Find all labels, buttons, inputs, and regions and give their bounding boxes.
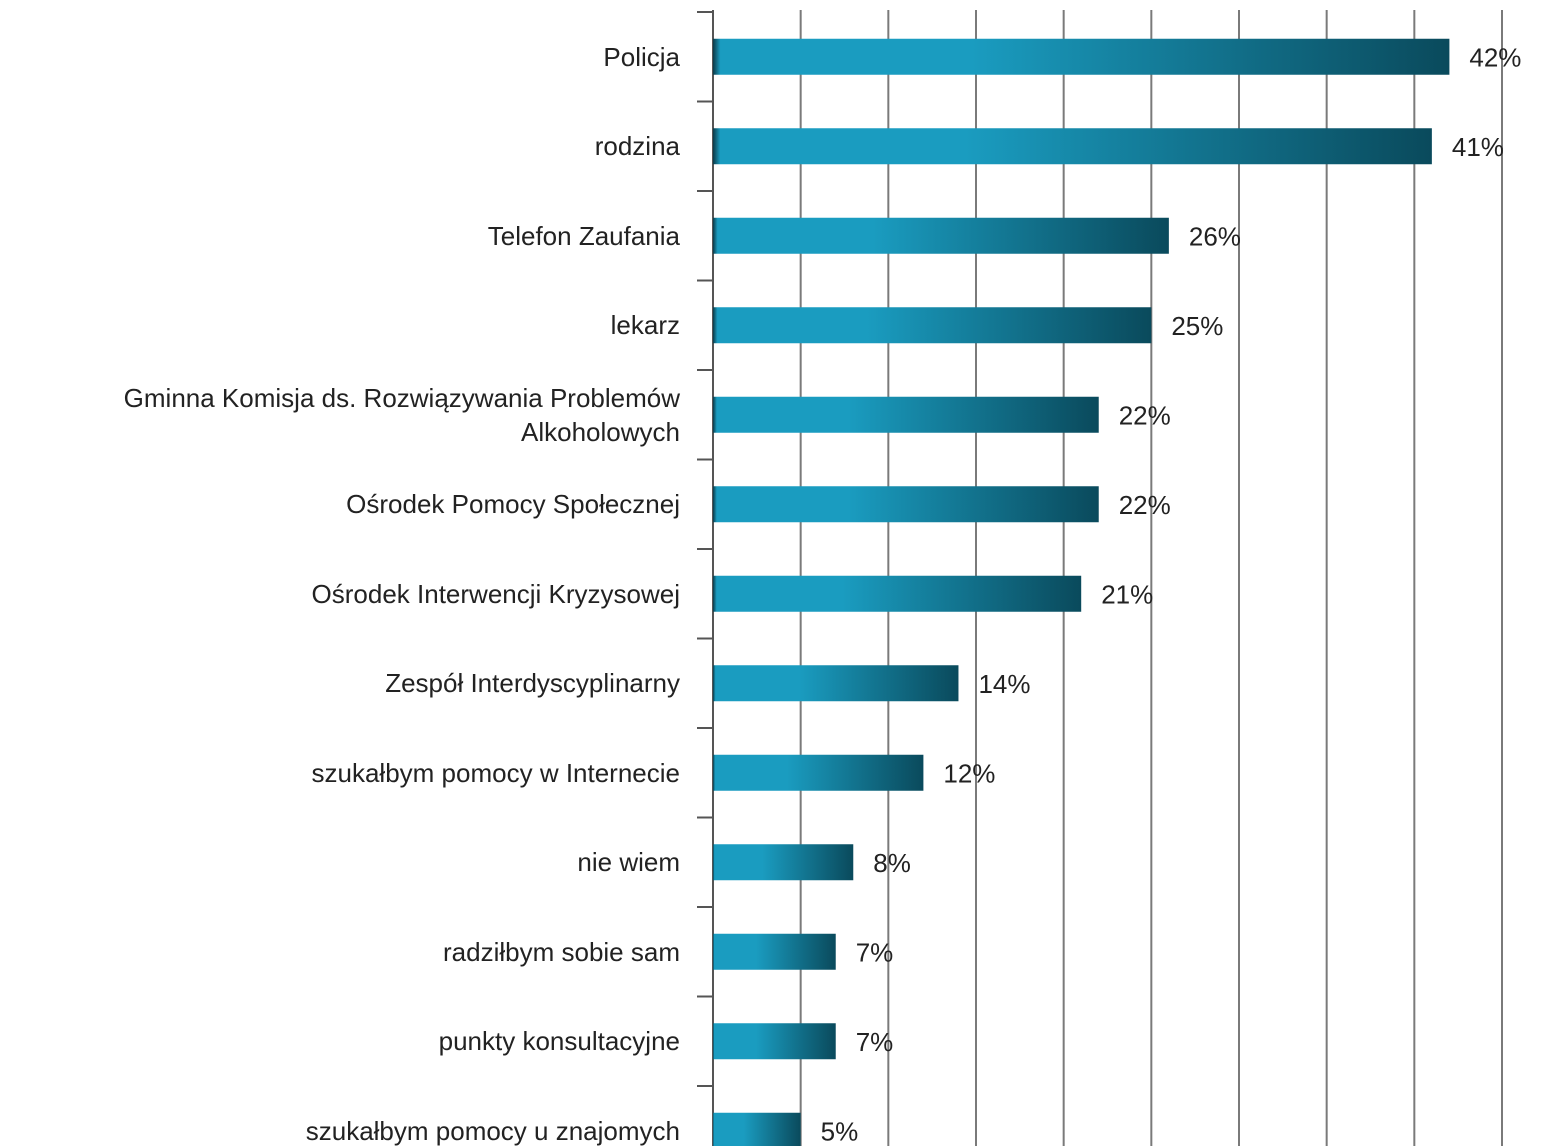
category-label: Ośrodek Pomocy Społecznej	[346, 489, 680, 520]
category-label: punkty konsultacyjne	[438, 1026, 680, 1057]
bar	[713, 844, 854, 881]
bar	[713, 38, 1450, 75]
bar	[713, 665, 959, 702]
category-label: rodzina	[594, 131, 680, 162]
value-label: 8%	[873, 848, 911, 878]
value-label: 7%	[856, 938, 894, 968]
value-label: 21%	[1101, 580, 1153, 610]
bar	[713, 128, 1432, 165]
value-label: 42%	[1469, 43, 1521, 73]
bar	[713, 307, 1152, 344]
bar	[713, 933, 836, 970]
category-label: Ośrodek Interwencji Kryzysowej	[311, 578, 680, 609]
category-label: Policja	[603, 41, 680, 72]
bar	[713, 754, 924, 791]
category-label: szukałbym pomocy w Internecie	[311, 757, 680, 788]
value-label: 5%	[821, 1117, 859, 1146]
value-label: 22%	[1119, 490, 1171, 520]
value-label: 12%	[943, 759, 995, 789]
value-label: 22%	[1119, 401, 1171, 431]
category-label: nie wiem	[577, 847, 680, 878]
category-label: szukałbym pomocy u znajomych	[305, 1115, 680, 1146]
category-label: lekarz	[610, 310, 680, 341]
value-label: 14%	[978, 669, 1030, 699]
value-label: 25%	[1171, 311, 1223, 341]
value-label: 41%	[1452, 132, 1504, 162]
bar	[713, 396, 1099, 433]
category-label: Zespół Interdyscyplinarny	[385, 668, 680, 699]
bar	[713, 1112, 801, 1146]
value-label: 7%	[856, 1027, 894, 1057]
category-label: Telefon Zaufania	[487, 220, 680, 251]
bar	[713, 575, 1082, 612]
value-label: 26%	[1189, 222, 1241, 252]
bar	[713, 1023, 836, 1060]
category-label: Gminna Komisja ds. Rozwiązywania Problem…	[123, 382, 680, 447]
bar	[713, 486, 1099, 523]
category-label: radziłbym sobie sam	[443, 936, 680, 967]
bar	[713, 217, 1169, 254]
